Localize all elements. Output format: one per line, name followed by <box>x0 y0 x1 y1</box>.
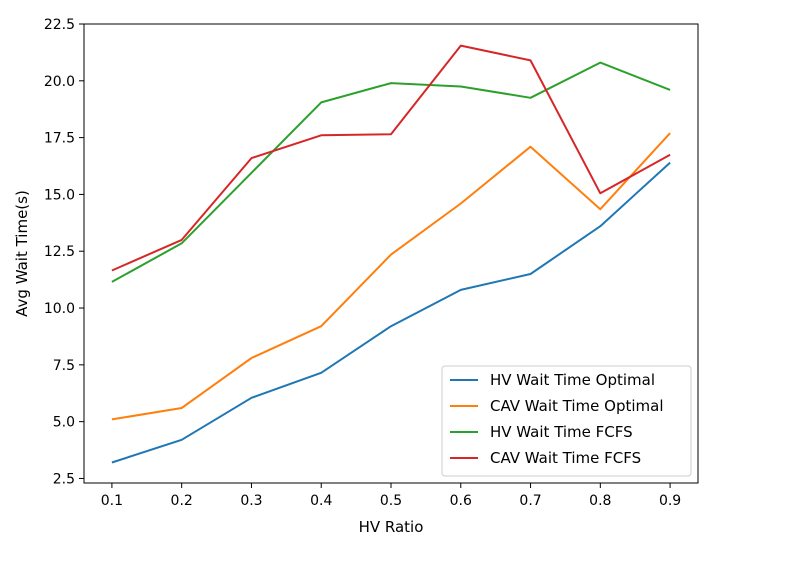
legend-label: HV Wait Time Optimal <box>490 371 655 389</box>
y-axis: 2.5 5.0 7.5 10.0 12.5 15.0 17.5 20.0 22.5 <box>44 17 84 487</box>
legend: HV Wait Time Optimal CAV Wait Time Optima… <box>441 365 692 477</box>
x-tick-label: 0.3 <box>240 493 262 509</box>
y-tick-label: 5.0 <box>53 415 75 431</box>
y-tick-label: 12.5 <box>44 244 75 260</box>
x-axis: 0.1 0.2 0.3 0.4 0.5 0.6 0.7 0.8 0.9 <box>101 483 681 509</box>
x-tick-label: 0.6 <box>450 493 472 509</box>
legend-label: CAV Wait Time Optimal <box>490 397 664 415</box>
y-tick-label: 20.0 <box>44 74 75 90</box>
x-tick-label: 0.7 <box>519 493 541 509</box>
series-lines <box>111 44 671 464</box>
y-tick-label: 2.5 <box>53 471 75 487</box>
x-tick-label: 0.2 <box>171 493 193 509</box>
series-line-0 <box>111 161 671 464</box>
legend-box <box>441 365 692 477</box>
x-tick-label: 0.4 <box>310 493 332 509</box>
legend-label: CAV Wait Time FCFS <box>490 449 641 467</box>
y-tick-label: 15.0 <box>44 187 75 203</box>
x-tick-label: 0.9 <box>659 493 681 509</box>
y-tick-label: 10.0 <box>44 301 75 317</box>
y-tick-label: 22.5 <box>44 17 75 33</box>
x-tick-label: 0.1 <box>101 493 123 509</box>
y-tick-label: 7.5 <box>53 358 75 374</box>
x-tick-label: 0.8 <box>589 493 611 509</box>
series-line-2 <box>111 61 671 283</box>
y-tick-label: 17.5 <box>44 131 75 147</box>
y-axis-label: Avg Wait Time(s) <box>13 190 31 317</box>
x-tick-label: 0.5 <box>380 493 402 509</box>
series-line-1 <box>111 132 671 421</box>
legend-label: HV Wait Time FCFS <box>490 423 633 441</box>
series-line-3 <box>111 44 671 272</box>
x-axis-label: HV Ratio <box>359 518 424 536</box>
